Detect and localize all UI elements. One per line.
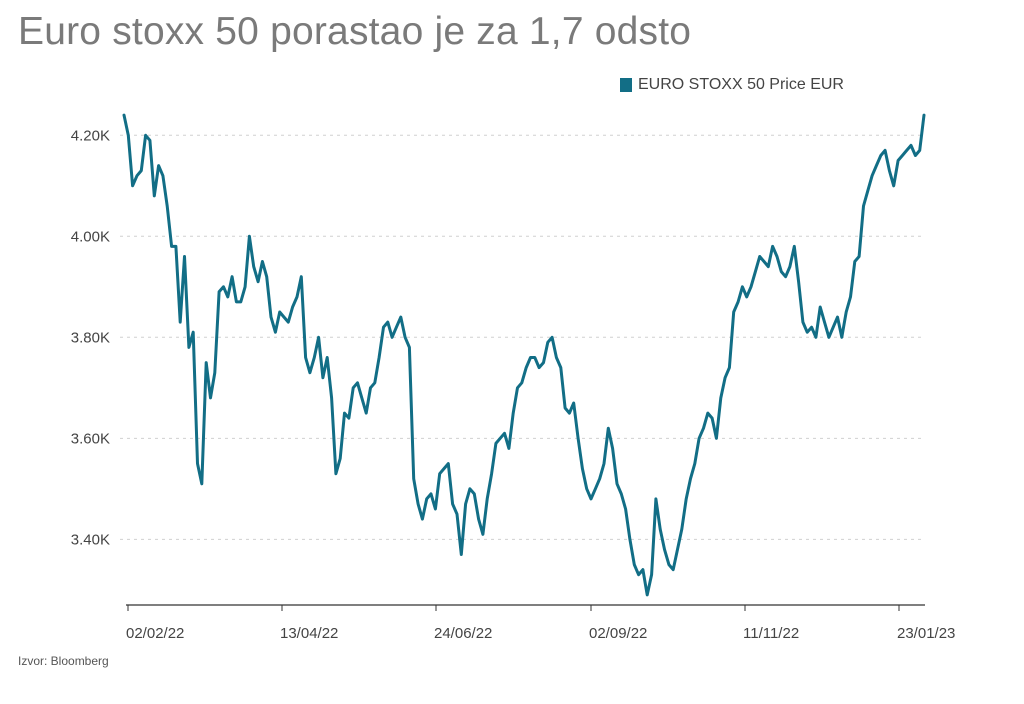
y-tick-label: 3.40K: [71, 531, 110, 548]
y-tick-label: 3.60K: [71, 430, 110, 447]
x-tick-label: 11/11/22: [743, 625, 799, 642]
x-axis: 02/02/22 13/04/22 24/06/22 02/09/22 11/11/22…: [126, 604, 955, 642]
y-tick-label: 4.00K: [71, 228, 110, 245]
legend-label: EURO STOXX 50 Price EUR: [638, 76, 844, 93]
y-tick-label: 3.80K: [71, 329, 110, 346]
chart-title: Euro stoxx 50 porastao je za 1,7 odsto: [18, 10, 692, 53]
source-note: Izvor: Bloomberg: [18, 654, 109, 668]
series-line-0: [122, 113, 926, 597]
x-tick-label: 23/01/23: [897, 625, 955, 642]
x-tick-label: 13/04/22: [280, 625, 338, 642]
legend: EURO STOXX 50 Price EUR: [620, 76, 844, 94]
x-tick-label: 24/06/22: [434, 625, 492, 642]
x-tick-label: 02/09/22: [589, 625, 647, 642]
grid: [120, 134, 925, 540]
y-tick-label: 4.20K: [71, 127, 110, 144]
legend-swatch: [620, 78, 632, 92]
x-tick-label: 02/02/22: [126, 625, 184, 642]
series-group: [122, 113, 926, 597]
y-axis-ticks: 3.40K 3.60K 3.80K 4.00K 4.20K: [71, 127, 110, 548]
